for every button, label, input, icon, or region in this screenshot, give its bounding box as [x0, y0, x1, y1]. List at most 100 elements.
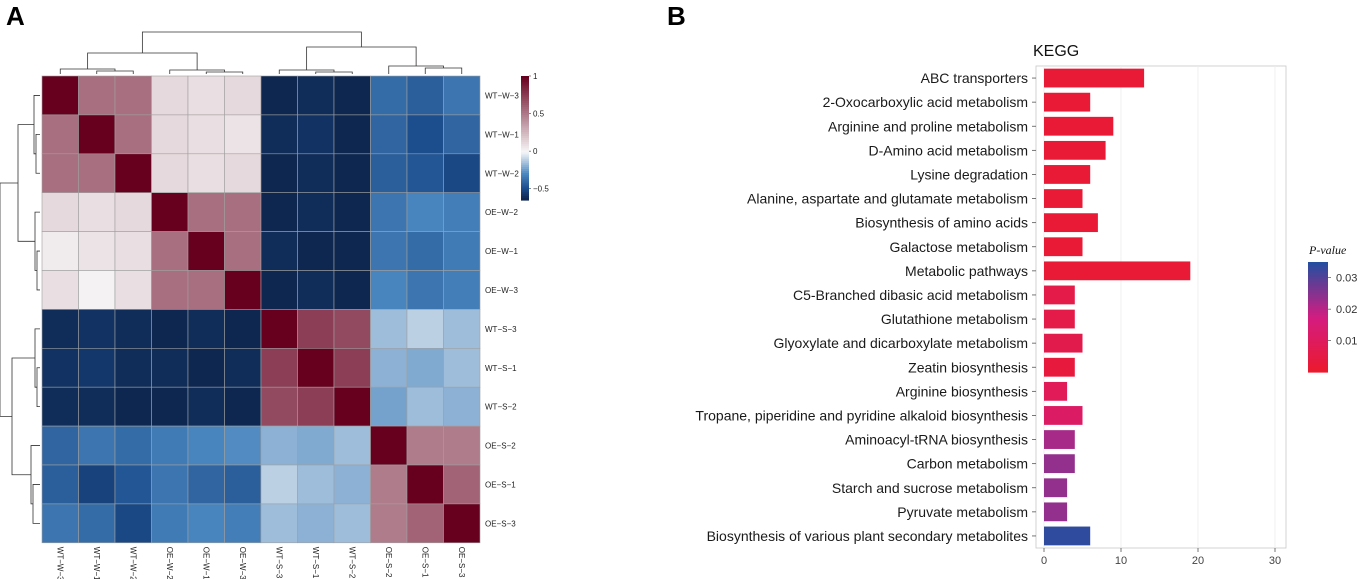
- pathway-label: Biosynthesis of various plant secondary …: [707, 528, 1028, 544]
- heatmap-cell: [78, 270, 116, 310]
- legend-gradient-segment: [1308, 271, 1328, 274]
- pathway-labels: ABC transporters 2-Oxocarboxylic acid met…: [695, 70, 1036, 544]
- colorbar-segment: [521, 102, 529, 106]
- colorbar-segment: [521, 171, 529, 174]
- heatmap-col-label: OE−W−1: [201, 547, 210, 579]
- heatmap-cell: [41, 75, 79, 116]
- colorbar-segment: [521, 78, 529, 81]
- heatmap-cell: [370, 347, 408, 388]
- heatmap-col-label: WT−S−2: [347, 547, 356, 579]
- legend-gradient-segment: [1308, 269, 1328, 272]
- heatmap-cell: [41, 347, 79, 388]
- colorbar-segment: [521, 148, 529, 151]
- colorbar-segment: [521, 84, 529, 87]
- heatmap-cell: [41, 425, 79, 466]
- heatmap-cell: [297, 75, 335, 116]
- heatmap-cell: [406, 503, 444, 544]
- dendrogram-branch: [34, 211, 40, 271]
- colorbar-segment: [521, 133, 529, 137]
- heatmap-cell: [187, 75, 225, 116]
- legend-gradient-segment: [1308, 359, 1328, 362]
- heatmap-col-label: OE−S−1: [420, 547, 429, 578]
- dendrogram-branch: [36, 250, 40, 291]
- heatmap-col-label: WT−W−3: [55, 547, 64, 579]
- legend-gradient-segment: [1308, 287, 1328, 291]
- legend-gradient-segment: [1308, 351, 1328, 355]
- row-dendrogram: [0, 95, 40, 524]
- colorbar-segment: [521, 140, 529, 143]
- heatmap-cell: [443, 347, 481, 388]
- heatmap-cell: [187, 114, 225, 155]
- heatmap-cell: [370, 114, 408, 155]
- heatmap-cell: [114, 464, 152, 505]
- heatmap-cell: [114, 386, 152, 427]
- heatmap-col-label: OE−W−3: [238, 547, 247, 579]
- legend-gradient-segment: [1308, 309, 1328, 313]
- pathway-label: Starch and sucrose metabolism: [832, 480, 1028, 496]
- colorbar-segment: [521, 146, 529, 149]
- heatmap-row-label: WT−S−2: [485, 403, 517, 412]
- heatmap-column-labels: WT−W−3 WT−W−1 WT−W−2 OE−W−2 OE−W−1 OE−W−3 WT−S…: [55, 547, 466, 579]
- heatmap-cell: [187, 309, 225, 349]
- legend-gradient-segment: [1308, 322, 1328, 325]
- heatmap-panel: WT−W−3 WT−W−1 WT−W−2 OE−W−2 OE−W−1 OE−W−3 WT−S…: [0, 31, 549, 579]
- pathway-label: C5-Branched dibasic acid metabolism: [793, 287, 1028, 303]
- dendrogram-branch: [59, 68, 116, 74]
- colorbar-segment: [521, 144, 529, 147]
- dendrogram-branch: [424, 67, 463, 74]
- colorbar-segment: [521, 162, 529, 166]
- legend-gradient-segment: [1308, 357, 1328, 360]
- heatmap-cell: [370, 153, 408, 194]
- colorbar-segment: [521, 113, 529, 116]
- legend-gradient-segment: [1308, 307, 1328, 311]
- panel-label-a: A: [6, 1, 25, 31]
- colorbar-segment: [521, 107, 529, 110]
- heatmap-cell: [187, 464, 225, 505]
- heatmap-cell: [297, 464, 335, 505]
- legend-gradient-segment: [1308, 328, 1328, 331]
- legend-gradient-segment: [1308, 317, 1328, 320]
- column-dendrogram: [59, 31, 463, 74]
- heatmap-cell: [260, 114, 298, 155]
- heatmap-cell: [443, 75, 481, 116]
- kegg-bar: [1044, 381, 1068, 401]
- heatmap-cell: [297, 425, 335, 466]
- heatmap-cell: [224, 309, 262, 349]
- heatmap-cell: [406, 309, 444, 349]
- heatmap-cell: [406, 75, 444, 116]
- heatmap-row-label: OE−W−3: [485, 286, 518, 295]
- colorbar-segment: [521, 187, 529, 191]
- kegg-bar: [1044, 430, 1075, 449]
- heatmap-col-label: OE−W−2: [165, 547, 174, 579]
- colorbar-segment: [521, 119, 529, 123]
- heatmap-cell: [443, 309, 481, 349]
- legend-gradient-segment: [1308, 326, 1328, 329]
- pathway-label: Lysine degradation: [910, 166, 1028, 182]
- colorbar-segment: [521, 104, 529, 108]
- heatmap-cell: [443, 231, 481, 271]
- colorbar-segment: [521, 142, 529, 145]
- pathway-label: Tropane, piperidine and pyridine alkaloi…: [695, 407, 1028, 423]
- legend-title: P-value: [1308, 243, 1347, 257]
- colorbar-segment: [521, 76, 529, 79]
- legend-gradient-segment: [1308, 355, 1328, 358]
- pathway-label: Zeatin biosynthesis: [908, 359, 1028, 375]
- colorbar-segment: [521, 125, 529, 129]
- kegg-bar: [1044, 116, 1114, 136]
- heatmap-cell: [370, 386, 408, 427]
- heatmap-cell: [260, 309, 298, 349]
- heatmap-cell: [406, 192, 444, 232]
- kegg-bar: [1044, 140, 1106, 160]
- heatmap-cell: [78, 347, 116, 388]
- heatmap-cell: [297, 192, 335, 232]
- colorbar-tick-label: 1: [533, 72, 538, 81]
- kegg-bar: [1044, 189, 1083, 208]
- heatmap-cell: [333, 464, 371, 505]
- heatmap-cell: [333, 75, 371, 116]
- heatmap-cell: [224, 192, 262, 232]
- heatmap-cell: [224, 75, 262, 116]
- heatmap-cell: [151, 503, 189, 544]
- kegg-bar: [1044, 454, 1075, 474]
- heatmap-cell: [260, 153, 298, 194]
- legend-gradient-segment: [1308, 273, 1328, 276]
